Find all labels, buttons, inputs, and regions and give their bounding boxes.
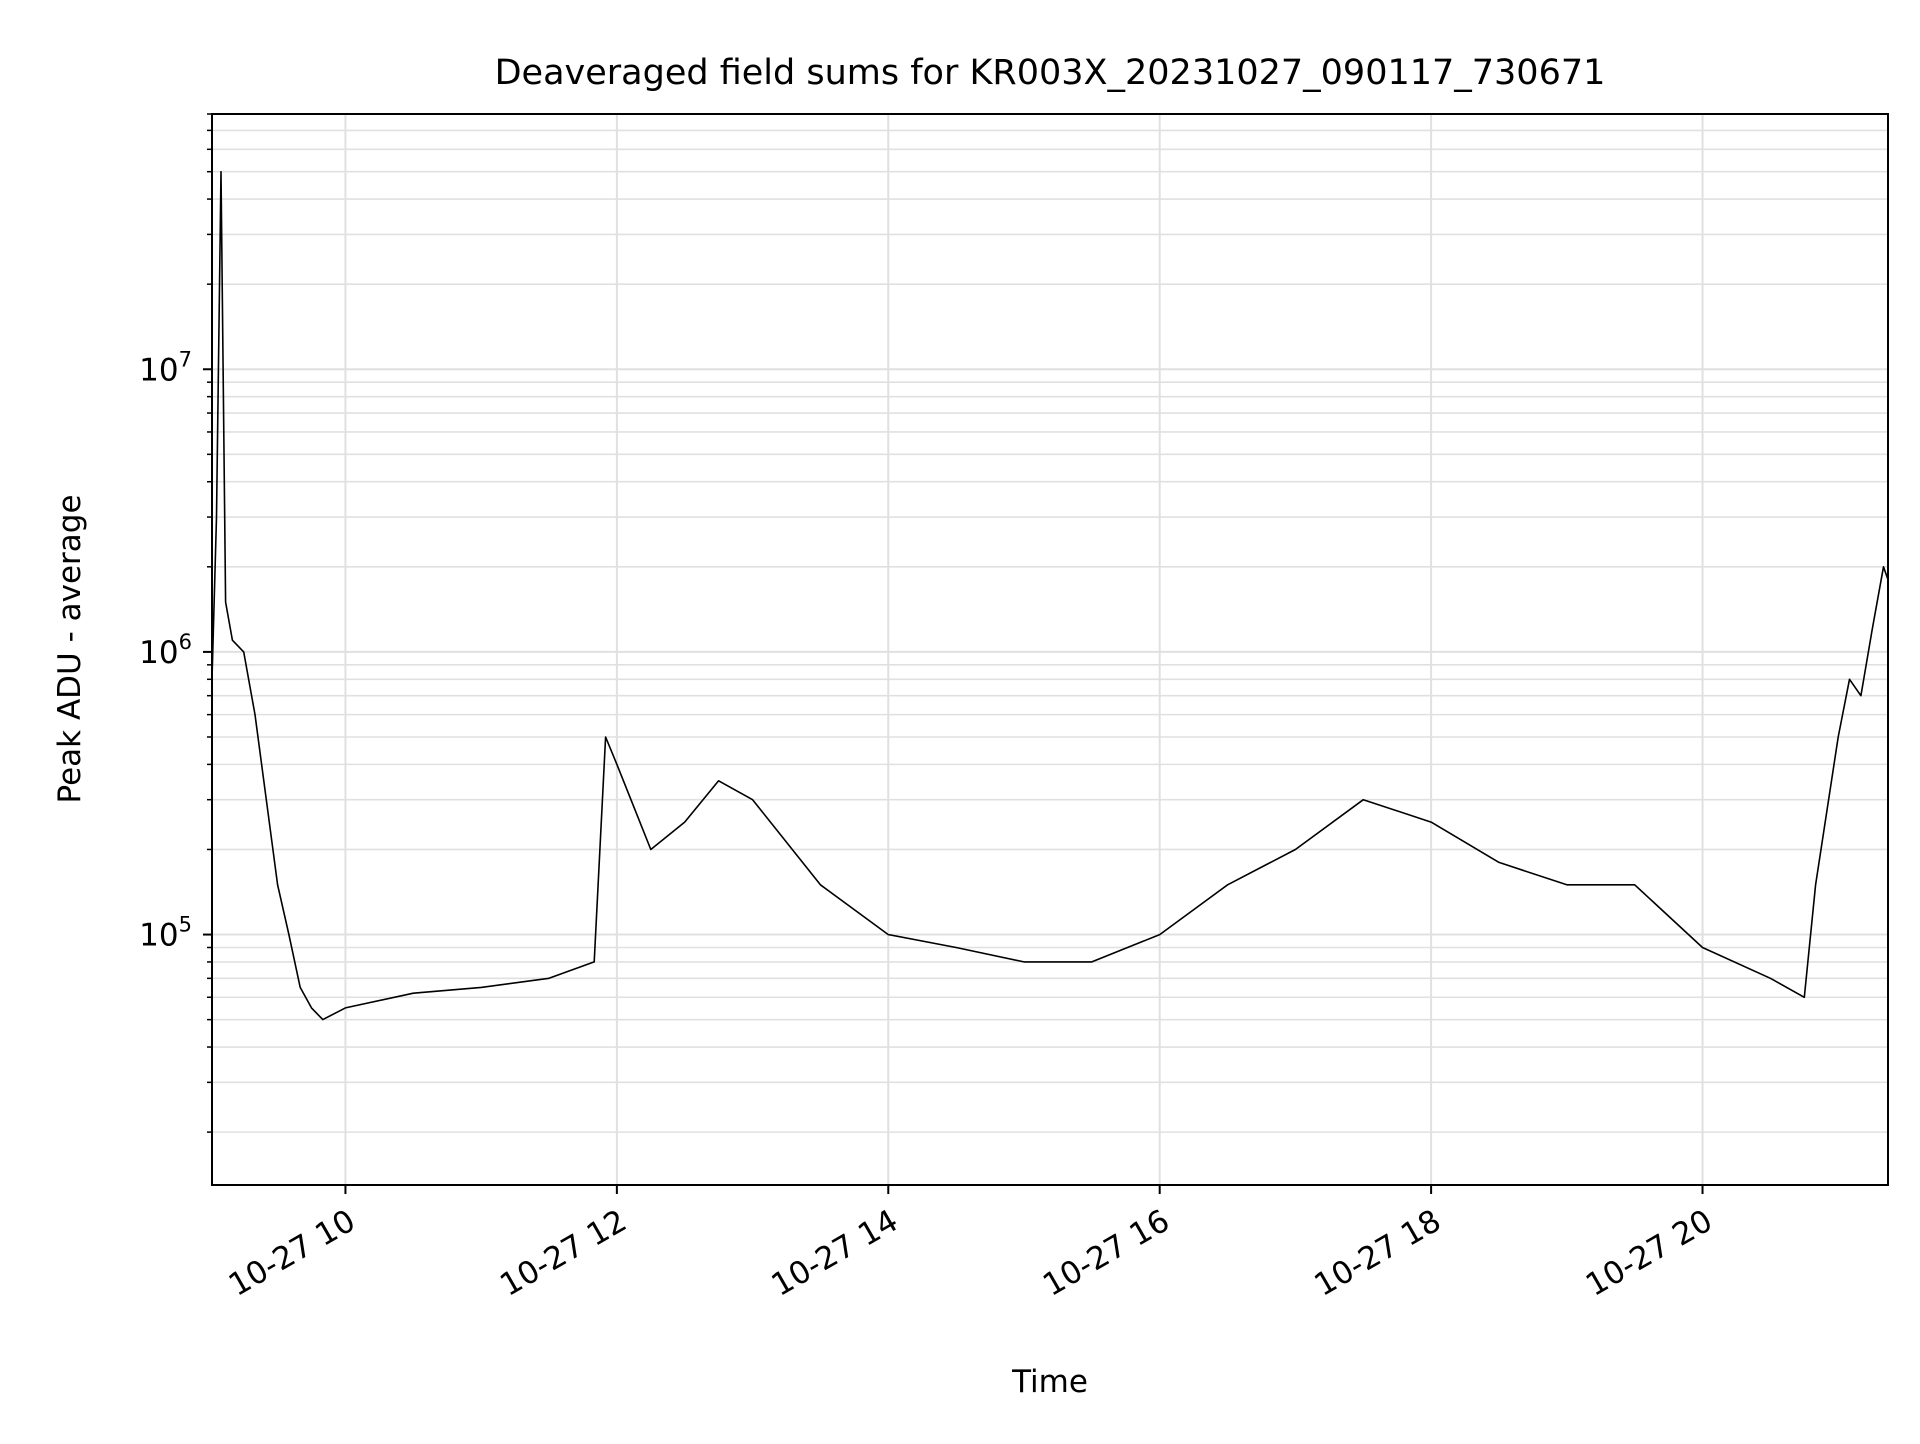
y-tick-base: 10 — [139, 635, 178, 671]
y-tick-base: 10 — [139, 352, 178, 388]
y-tick-exponent: 5 — [179, 913, 192, 937]
data-layer — [211, 170, 1889, 1021]
y-tick-label: 107 — [139, 347, 192, 388]
grid-layer — [212, 113, 1888, 1185]
plot-frame — [211, 113, 1889, 1186]
y-axis-label: Peak ADU - average — [52, 494, 88, 803]
y-tick-exponent: 6 — [179, 630, 192, 654]
y-tick-label: 106 — [139, 630, 192, 671]
series-line — [211, 170, 1889, 1021]
y-tick-exponent: 7 — [179, 347, 192, 371]
y-tick-label: 105 — [139, 913, 192, 954]
y-tick-base: 10 — [139, 918, 178, 954]
chart-title: Deaveraged field sums for KR003X_2023102… — [495, 53, 1606, 93]
x-axis-label: Time — [1011, 1364, 1088, 1400]
